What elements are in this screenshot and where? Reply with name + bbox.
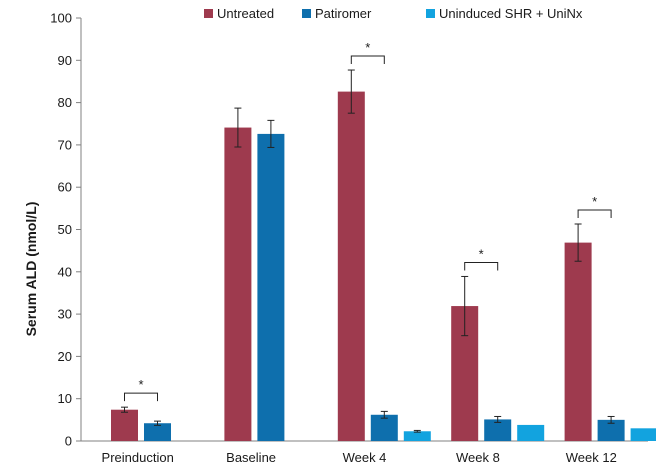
error-bar-untreated-week-12 [574, 223, 582, 262]
significance-bracket: * [124, 377, 158, 402]
y-tick-label: 100 [50, 11, 72, 26]
significance-bracket: * [577, 194, 612, 219]
error-bar-untreated-preinduction [121, 406, 128, 413]
legend-item-uninduced-shr-uninx: Uninduced SHR + UniNx [426, 6, 583, 21]
bar-uninduced-shr-uninx-week-8 [517, 424, 545, 441]
y-tick-label: 0 [65, 434, 72, 449]
bar-untreated-baseline [224, 127, 252, 441]
error-bar-untreated-baseline [234, 107, 242, 148]
x-tick-label: Week 4 [343, 450, 387, 465]
bar-uninduced-shr-uninx-week-4 [403, 431, 431, 441]
significance-star: * [138, 377, 143, 392]
significance-star: * [592, 194, 597, 209]
error-bar-patiromer-baseline [267, 119, 275, 148]
bar-untreated-week-4 [337, 91, 365, 442]
y-tick-label: 10 [58, 391, 72, 406]
legend-swatch [204, 9, 213, 18]
bar-uninduced-shr-uninx-week-12 [630, 428, 656, 441]
y-tick-label: 90 [58, 53, 72, 68]
error-bar-patiromer-preinduction [154, 420, 161, 426]
bar-untreated-preinduction [111, 409, 138, 441]
y-tick-label: 30 [58, 307, 72, 322]
bars [111, 91, 656, 442]
significance-star: * [365, 40, 370, 55]
legend: Untreated Patiromer Uninduced SHR + UniNx [204, 6, 583, 21]
bar-patiromer-baseline [257, 133, 285, 442]
y-axis-title: Serum ALD (nmol/L) [23, 202, 39, 337]
legend-item-patiromer: Patiromer [302, 6, 372, 21]
bar-patiromer-week-8 [484, 419, 512, 441]
legend-swatch [302, 9, 311, 18]
bar-untreated-week-12 [564, 242, 592, 441]
legend-label: Patiromer [315, 6, 372, 21]
legend-label: Uninduced SHR + UniNx [439, 6, 583, 21]
legend-label: Untreated [217, 6, 274, 21]
y-tick-label: 50 [58, 222, 72, 237]
x-tick-label: Baseline [226, 450, 276, 465]
error-bars [121, 69, 615, 433]
significance-star: * [479, 246, 484, 261]
bar-patiromer-week-12 [597, 419, 625, 441]
x-axis: Preinduction Baseline Week 4 Week 8 Week 12 [81, 440, 648, 465]
significance-bracket: * [464, 246, 499, 271]
x-tick-label: Week 12 [566, 450, 617, 465]
bar-patiromer-week-4 [370, 414, 398, 441]
error-bar-patiromer-week-12 [607, 415, 615, 424]
error-bar-untreated-week-8 [461, 275, 469, 337]
x-tick-label: Week 8 [456, 450, 500, 465]
y-tick-label: 60 [58, 180, 72, 195]
error-bar-uninduced-shr-uninx-week-4 [413, 429, 421, 433]
y-axis: 0 10 20 30 40 50 60 70 80 90 100 [50, 11, 82, 449]
x-tick-label: Preinduction [102, 450, 174, 465]
significance-bracket: * [350, 40, 385, 65]
y-tick-label: 70 [58, 137, 72, 152]
error-bar-untreated-week-4 [347, 69, 355, 114]
error-bar-patiromer-week-4 [380, 410, 388, 419]
error-bar-patiromer-week-8 [494, 415, 502, 423]
y-tick-label: 40 [58, 264, 72, 279]
legend-swatch [426, 9, 435, 18]
legend-item-untreated: Untreated [204, 6, 274, 21]
y-tick-label: 20 [58, 349, 72, 364]
bar-patiromer-preinduction [144, 423, 171, 441]
y-tick-label: 80 [58, 95, 72, 110]
significance-markers: * * * * [124, 40, 612, 402]
